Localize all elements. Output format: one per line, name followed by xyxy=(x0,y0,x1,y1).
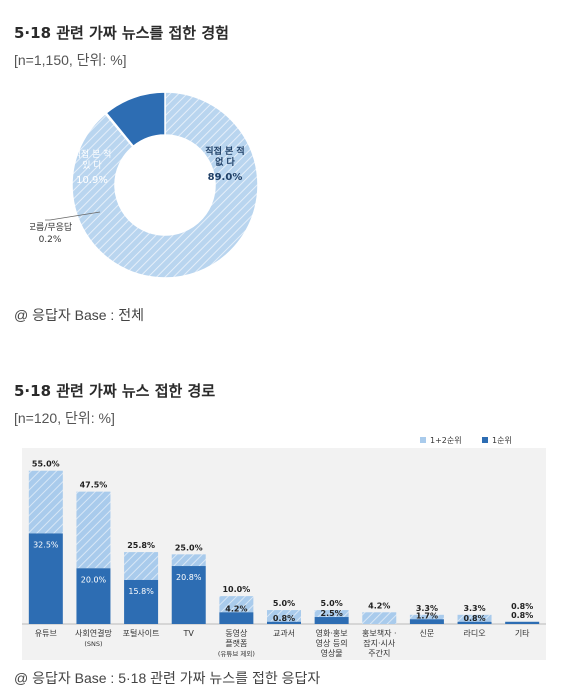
category-label: 동영상 xyxy=(225,628,248,638)
legend-label: 1순위 xyxy=(492,436,512,445)
bar-first xyxy=(505,621,540,624)
slice-label: 모름/무응답 xyxy=(30,221,72,233)
bar-chart: 1+2순위 1순위 55.0% 32.5% 유튜브 47.5% 20.0% 사회연결망 (SNS… xyxy=(22,436,546,660)
bar-total xyxy=(219,596,254,613)
bar-total-label: 5.0% xyxy=(321,599,343,608)
bar-total xyxy=(124,552,159,580)
category-label: (유튜브 제외) xyxy=(218,650,255,658)
legend-label: 1+2순위 xyxy=(430,436,462,445)
bar-total-label: 25.8% xyxy=(127,541,155,550)
donut-slice xyxy=(105,91,166,148)
bar-first-label: 20.8% xyxy=(176,573,202,582)
category-label: 사회연결망 xyxy=(75,628,112,638)
bar-first xyxy=(219,612,254,624)
bar-first-label: 20.0% xyxy=(81,575,107,584)
category-label: 교과서 xyxy=(273,629,295,638)
category-label: 신문 xyxy=(420,629,435,638)
slice-label: 없 다 xyxy=(215,156,235,168)
slice-label: 있 다 xyxy=(82,159,102,171)
bar-first-label: 0.8% xyxy=(511,602,533,611)
donut-chart-note: @ 응답자 Base : 전체 xyxy=(14,307,144,323)
category-label: 주간지 xyxy=(368,648,390,658)
bar-first-label: 0.8% xyxy=(273,614,295,623)
category-label: 홍보책자 · xyxy=(362,628,397,638)
bar-total-label: 5.0% xyxy=(273,599,295,608)
bar-chart-title: 5·18 관련 가짜 뉴스 접한 경로 xyxy=(14,382,216,400)
bar-total-label: 0.8% xyxy=(511,611,533,620)
legend-swatch xyxy=(420,437,426,443)
legend-swatch xyxy=(482,437,488,443)
bar-total-label: 10.0% xyxy=(222,585,250,594)
bar-total xyxy=(457,614,492,622)
bar-first xyxy=(124,579,159,624)
category-label: 영상 등의 xyxy=(316,638,348,648)
bar-total xyxy=(362,612,397,624)
category-label: 플랫폼 xyxy=(225,638,247,648)
bar-first xyxy=(171,566,206,624)
category-label: 라디오 xyxy=(463,629,485,638)
bar-first-label: 15.8% xyxy=(128,587,154,596)
bar-total-label: 55.0% xyxy=(32,460,60,469)
bar-total-label: 47.5% xyxy=(80,481,108,490)
bar-first-label: 32.5% xyxy=(33,540,59,549)
bar-total xyxy=(314,610,349,618)
category-label: 기타 xyxy=(515,629,530,638)
donut-chart-subtitle: [n=1,150, 단위: %] xyxy=(14,52,127,68)
bar-first-label: 1.7% xyxy=(416,611,438,620)
category-label: (SNS) xyxy=(84,640,102,648)
category-label: 영화·홍보 xyxy=(316,628,348,638)
bar-first xyxy=(76,568,111,624)
category-label: 유튜브 xyxy=(35,629,57,638)
bar-first xyxy=(267,621,301,624)
bar-first-label: 2.5% xyxy=(321,609,343,618)
bar-total xyxy=(171,554,206,567)
bar-first-label: 0.8% xyxy=(463,614,485,623)
category-label: 포털사이트 xyxy=(123,628,160,638)
bar-total-label: 25.0% xyxy=(175,543,203,552)
category-label: 잡지·시사 xyxy=(363,638,396,648)
bar-total-label: 3.3% xyxy=(416,604,438,613)
slice-value: 0.2% xyxy=(39,235,62,245)
slice-value: 89.0% xyxy=(208,172,243,183)
bar-first xyxy=(457,621,492,624)
category-label: 영상물 xyxy=(321,648,343,658)
slice-leader-line xyxy=(45,211,101,221)
bar-total xyxy=(28,470,63,534)
bar-first xyxy=(28,533,63,624)
category-label: TV xyxy=(183,629,195,638)
bar-first xyxy=(314,617,349,624)
bar-chart-subtitle: [n=120, 단위: %] xyxy=(14,410,115,426)
bar-total xyxy=(76,491,111,569)
slice-label: 직접 본 적 xyxy=(73,148,112,160)
bar-total xyxy=(409,614,444,620)
bar-first xyxy=(409,619,444,624)
slice-label: 직접 본 적 xyxy=(205,145,244,157)
bar-chart-note: @ 응답자 Base : 5·18 관련 가짜 뉴스를 접한 응답자 xyxy=(14,670,321,686)
donut-slice xyxy=(71,91,259,279)
slice-value: 10.9% xyxy=(76,175,108,186)
bar-first-label: 4.2% xyxy=(225,604,247,613)
donut-chart-title: 5·18 관련 가짜 뉴스를 접한 경험 xyxy=(14,24,229,42)
bar-total xyxy=(267,610,301,622)
bar-total-label: 4.2% xyxy=(368,601,390,610)
bar-total-label: 3.3% xyxy=(463,604,485,613)
